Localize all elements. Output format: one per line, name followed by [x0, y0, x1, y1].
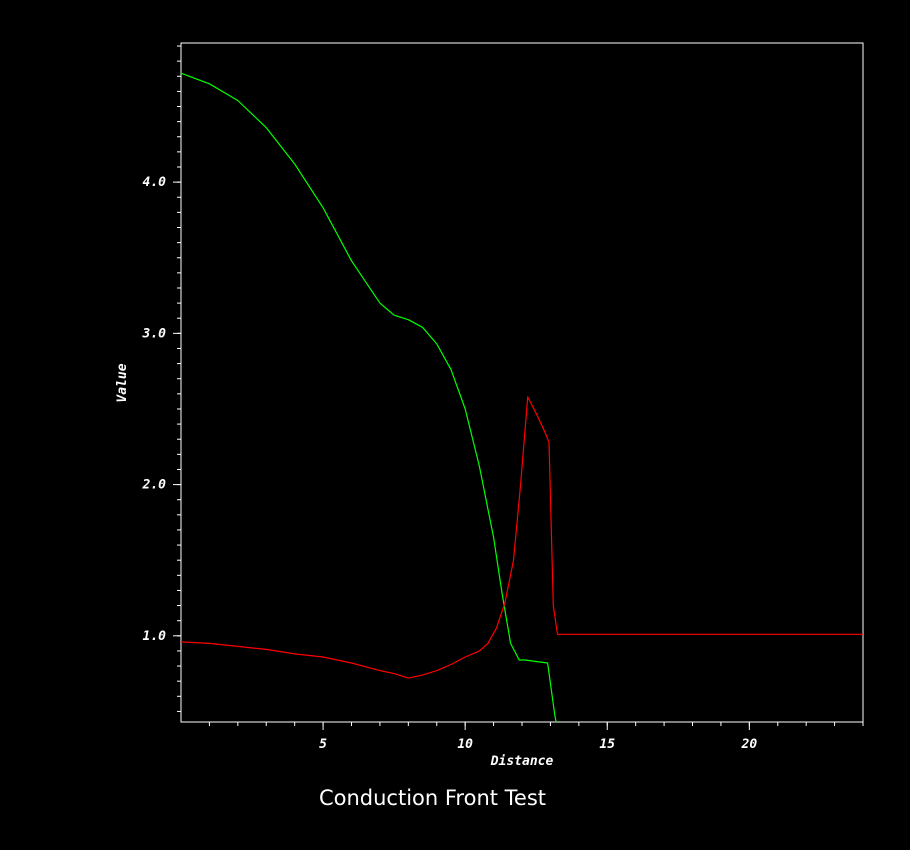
y-tick-label: 1.0 [143, 629, 167, 644]
x-tick-label: 20 [741, 737, 758, 752]
y-tick-label: 3.0 [142, 326, 167, 341]
x-axis-label: Distance [490, 754, 554, 769]
y-minor-ticks [177, 45, 181, 712]
major-ticks: 1.0 2.0 3.0 4.0 5 10 15 20 [142, 175, 758, 752]
y-axis-label: Value [115, 363, 130, 402]
series-line-1 [180, 72, 557, 723]
x-minor-ticks [208, 722, 864, 726]
x-tick-label: 15 [599, 737, 615, 752]
y-tick-label: 4.0 [143, 175, 167, 190]
x-tick-label: 10 [457, 737, 473, 752]
chart-title: Conduction Front Test [318, 786, 547, 810]
x-tick-label: 5 [319, 737, 327, 752]
series-line-2 [180, 396, 863, 679]
series-group [180, 72, 863, 723]
y-tick-label: 2.0 [142, 478, 167, 493]
plot-frame [180, 42, 864, 723]
